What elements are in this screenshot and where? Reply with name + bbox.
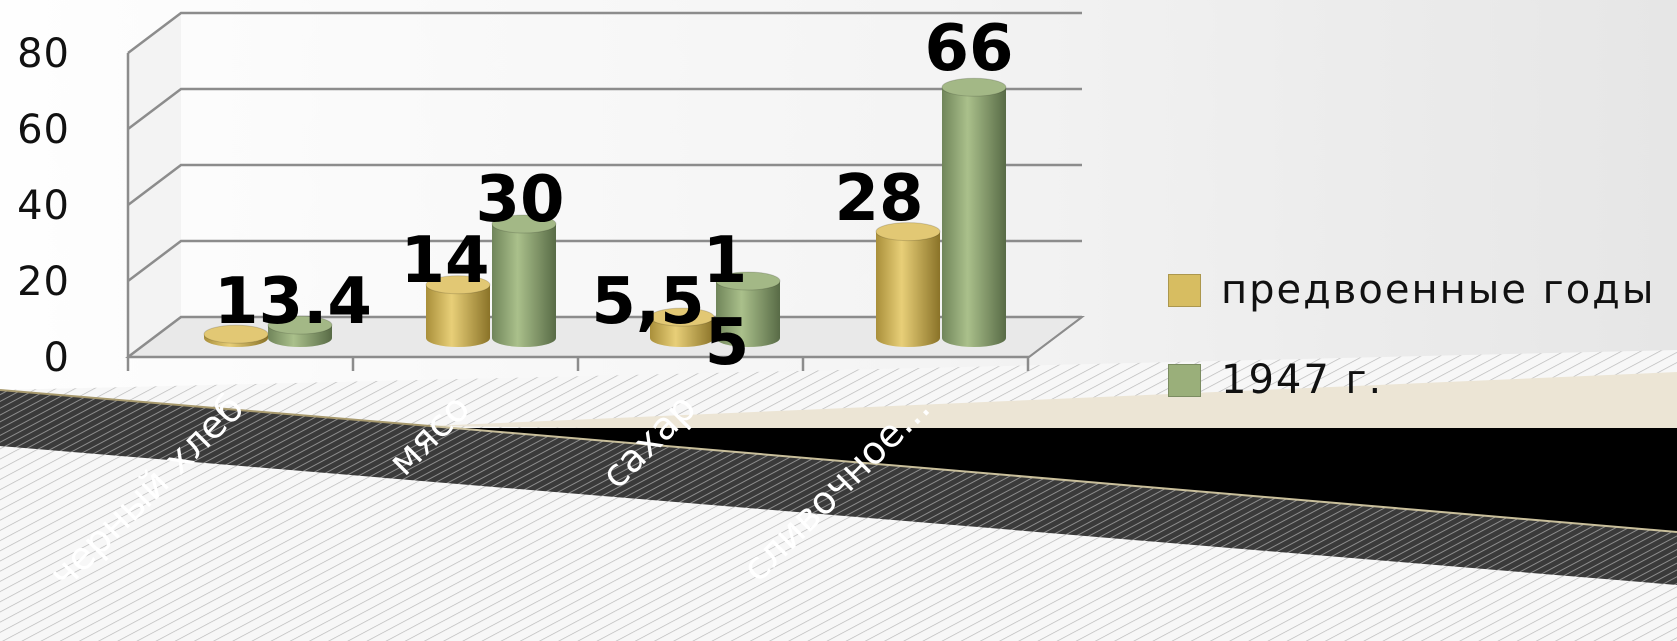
data-label: 13.4 bbox=[214, 265, 372, 339]
legend-item: 1947 г. bbox=[1168, 357, 1677, 403]
gridline bbox=[127, 87, 1082, 130]
y-tick-label: 0 bbox=[44, 335, 70, 381]
y-tick-label: 20 bbox=[17, 259, 70, 305]
decorative-bands bbox=[0, 350, 1677, 641]
data-label: 1 bbox=[703, 224, 748, 298]
bar-1947-2 bbox=[715, 271, 781, 347]
data-label: 66 bbox=[924, 12, 1013, 86]
y-tick-label: 80 bbox=[17, 31, 70, 77]
bar-1947-0 bbox=[267, 315, 333, 347]
bar-prewar-2 bbox=[649, 307, 715, 347]
gridline bbox=[127, 239, 1082, 282]
gridline bbox=[127, 163, 1082, 206]
chart-area: 0 20 40 60 80 bbox=[17, 11, 1085, 381]
legend-item: предвоенные годы bbox=[1168, 267, 1677, 313]
gridline bbox=[127, 11, 1082, 54]
legend-label: 1947 г. bbox=[1221, 357, 1384, 403]
gridline bbox=[127, 315, 1082, 358]
legend-swatch bbox=[1168, 273, 1201, 307]
bar-prewar-3 bbox=[875, 222, 941, 347]
bar-1947-3 bbox=[941, 77, 1007, 347]
bar-1947-1 bbox=[491, 214, 557, 347]
data-labels: 14 5,5 28 13.4 30 1 5 66 bbox=[214, 12, 1013, 380]
legend-swatch bbox=[1168, 363, 1201, 397]
data-label: 5 bbox=[705, 306, 750, 380]
y-tick-label: 40 bbox=[17, 183, 70, 229]
data-label: 5,5 bbox=[591, 265, 704, 339]
data-label: 14 bbox=[400, 224, 489, 298]
data-label: 28 bbox=[834, 162, 923, 236]
y-tick-label: 60 bbox=[17, 107, 70, 153]
data-label: 30 bbox=[475, 163, 564, 237]
bar-prewar-1 bbox=[425, 275, 491, 347]
legend-label: предвоенные годы bbox=[1221, 267, 1656, 313]
bar-prewar-0 bbox=[203, 324, 269, 347]
floor-edge bbox=[1028, 316, 1083, 358]
